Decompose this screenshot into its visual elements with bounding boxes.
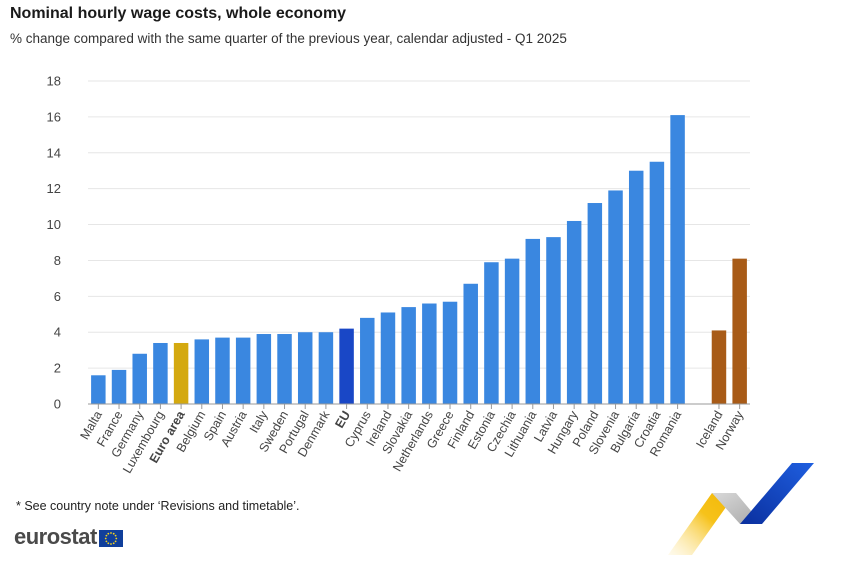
y-tick-label: 0 [54, 397, 61, 412]
bar-poland[interactable]: Poland: 11.2 [587, 203, 603, 404]
footnote: * See country note under ‘Revisions and … [16, 499, 300, 513]
y-tick-label: 10 [47, 217, 61, 232]
bar-norway[interactable]: Norway: 8.1 [732, 258, 747, 404]
bar-lithuania[interactable]: Lithuania: 9.2 [525, 238, 541, 404]
bars: Malta: 1.6 France: 1.9 Germany: 2.8 Luxembo… [91, 115, 747, 404]
bar-malta[interactable]: Malta: 1.6 [91, 375, 106, 404]
bar-netherlands[interactable]: Netherlands: 5.6 [422, 303, 437, 404]
bar-chart: Malta: 1.6 France: 1.9 Germany: 2.8 Luxembo… [47, 74, 750, 476]
y-tick-label: 4 [54, 325, 61, 340]
bar-latvia[interactable]: Latvia: 9.3 [546, 237, 561, 404]
bar-estonia[interactable]: Estonia: 7.9 [484, 262, 499, 404]
y-tick-label: 8 [54, 253, 61, 268]
bar-slovakia[interactable]: Slovakia: 5.4 [401, 307, 416, 404]
bar-iceland[interactable]: Iceland: 4.1 [711, 330, 727, 404]
bar-spain[interactable]: Spain: 3.7 [215, 337, 230, 404]
chart-title: Nominal hourly wage costs, whole economy [10, 5, 347, 22]
bar-greece[interactable]: Greece: 5.7 [442, 301, 458, 404]
bar-hungary[interactable]: Hungary: 10.2 [566, 220, 582, 404]
bar-italy[interactable]: Italy: 3.9 [256, 334, 272, 404]
bar-bulgaria[interactable]: Bulgaria: 13 [628, 170, 644, 404]
bar-portugal[interactable]: Portugal: 4 [297, 332, 313, 404]
y-tick-label: 18 [47, 74, 61, 89]
logo-text: eurostat [14, 524, 97, 549]
bar-luxembourg[interactable]: Luxembourg: 3.4 [153, 342, 168, 404]
bar-france[interactable]: France: 1.9 [111, 369, 127, 404]
axes [88, 403, 750, 409]
chart-subtitle: % change compared with the same quarter … [10, 31, 567, 46]
eu-flag-icon [98, 529, 123, 547]
y-tick-label: 6 [54, 289, 61, 304]
bar-croatia[interactable]: Croatia: 13.5 [649, 161, 665, 404]
y-tick-label: 2 [54, 361, 61, 376]
bar-austria[interactable]: Austria: 3.7 [235, 337, 251, 404]
bar-eu[interactable]: EU: 4.2 [339, 328, 354, 404]
y-tick-label: 14 [47, 145, 61, 160]
bar-finland[interactable]: Finland: 6.7 [463, 283, 478, 404]
bar-belgium[interactable]: Belgium: 3.6 [194, 339, 210, 404]
bar-czechia[interactable]: Czechia: 8.1 [504, 258, 520, 404]
bar-cyprus[interactable]: Cyprus: 4.8 [360, 317, 375, 404]
eurostat-logo[interactable]: eurostat [14, 524, 123, 550]
bar-denmark[interactable]: Denmark: 4 [318, 332, 334, 404]
bar-slovenia[interactable]: Slovenia: 11.9 [608, 190, 623, 404]
y-tick-label: 12 [47, 181, 61, 196]
bar-romania[interactable]: Romania: 16.1 [670, 115, 685, 404]
y-tick-label: 16 [47, 109, 61, 124]
bar-ireland[interactable]: Ireland: 5.1 [380, 312, 396, 404]
bar-sweden[interactable]: Sweden: 3.9 [277, 334, 292, 404]
bar-germany[interactable]: Germany: 2.8 [132, 353, 147, 404]
bar-euro-area[interactable]: Euro area: 3.4 [173, 342, 189, 404]
